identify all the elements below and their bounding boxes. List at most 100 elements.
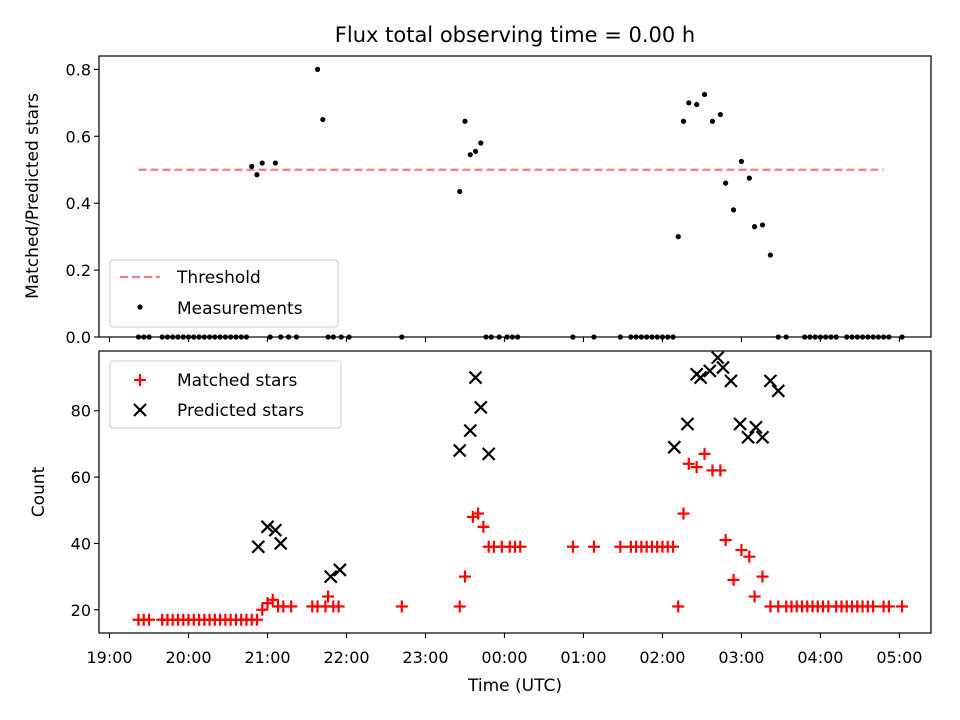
predicted-star-point <box>452 443 467 458</box>
y-tick-label: 0.6 <box>66 127 91 146</box>
matched-star-point <box>682 457 695 470</box>
matched-star-point <box>472 507 485 520</box>
x-tick-label: 21:00 <box>244 648 290 667</box>
bottom-legend-box <box>109 360 342 429</box>
top-legend-box <box>109 259 339 328</box>
measurement-point <box>467 152 473 158</box>
bottom-legend: Matched stars Predicted stars <box>109 360 342 429</box>
predicted-star-point <box>251 539 266 554</box>
bottom-y-axis: 20 40 60 80 <box>71 402 99 620</box>
measurement-point <box>272 160 279 166</box>
y-tick-label: 60 <box>71 468 91 487</box>
measurement-point <box>701 91 708 98</box>
predicted-star-point <box>763 374 778 388</box>
measurement-point <box>694 101 700 108</box>
measurement-point <box>457 188 463 195</box>
predicted-star-point <box>716 360 730 375</box>
matched-star-point <box>756 570 769 583</box>
matched-star-point <box>677 507 690 520</box>
matched-star-point <box>727 573 740 586</box>
x-tick-label: 03:00 <box>718 648 764 667</box>
predicted-star-point <box>741 430 755 445</box>
legend-threshold-label: Threshold <box>176 268 261 288</box>
x-tick-label: 22:00 <box>323 648 369 667</box>
predicted-star-point <box>667 440 682 454</box>
measurement-point <box>767 252 773 258</box>
matched-star-point <box>395 600 408 613</box>
matched-star-point <box>514 540 527 553</box>
measurement-point <box>320 116 326 123</box>
legend-measurements-label: Measurements <box>177 299 303 319</box>
y-tick-label: 80 <box>71 402 91 421</box>
top-panel-frame <box>98 55 932 338</box>
matched-star-point <box>250 613 263 626</box>
matched-star-point <box>735 544 748 557</box>
x-axis-label: Time (UTC) <box>467 676 562 696</box>
measurement-point <box>759 222 766 228</box>
y-tick-label: 20 <box>71 601 91 620</box>
predicted-star-point <box>260 520 275 534</box>
measurement-point <box>249 163 255 169</box>
bottom-panel-frame <box>98 350 932 634</box>
x-tick-label: 19:00 <box>86 648 132 667</box>
y-tick-label: 0.4 <box>66 194 91 213</box>
matched-star-point <box>256 603 269 616</box>
matched-star-point <box>896 600 909 613</box>
predicted-star-point <box>333 563 347 577</box>
legend-matched-label: Matched stars <box>177 371 297 391</box>
predicted-star-point <box>680 417 695 431</box>
matched-star-point <box>719 534 732 547</box>
matched-star-point <box>748 590 761 603</box>
matched-star-point <box>143 613 156 626</box>
matched-star-point <box>666 540 679 553</box>
matched-star-point <box>698 447 711 460</box>
predicted-star-point <box>703 364 717 378</box>
predicted-star-point <box>693 370 708 385</box>
matched-star-point <box>614 540 627 553</box>
x-tick-label: 20:00 <box>165 648 211 667</box>
predicted-star-point <box>724 374 738 388</box>
matched-star-point <box>690 461 703 474</box>
measurement-point <box>717 111 723 118</box>
matched-star-point <box>743 550 756 563</box>
bottom-panel-marks <box>132 350 909 626</box>
matched-star-point <box>566 540 579 553</box>
matched-star-point <box>453 600 466 613</box>
predicted-star-point <box>473 400 488 415</box>
measurement-point <box>730 207 737 213</box>
top-y-axis: 0.0 0.2 0.4 0.6 0.8 <box>66 60 99 347</box>
matched-star-point <box>285 600 298 613</box>
y-tick-label: 0.8 <box>66 60 91 79</box>
matched-star-point <box>882 600 895 613</box>
predicted-star-point <box>710 350 725 365</box>
predicted-star-point <box>463 423 478 438</box>
matched-star-point <box>332 600 345 613</box>
matched-star-point <box>322 590 335 603</box>
top-x-axis <box>108 337 900 342</box>
predicted-star-point <box>755 430 770 445</box>
legend-predicted-label: Predicted stars <box>177 401 304 421</box>
measurement-point <box>462 118 468 124</box>
matched-star-point <box>477 520 490 533</box>
y-tick-label: 0.2 <box>66 261 91 280</box>
bottom-y-axis-label: Count <box>29 466 49 517</box>
predicted-star-point <box>733 417 747 431</box>
matched-star-point <box>672 600 685 613</box>
predicted-star-point <box>323 569 338 584</box>
measurement-point <box>259 160 265 166</box>
x-tick-label: 05:00 <box>876 648 922 667</box>
chart-title: Flux total observing time = 0.00 h <box>335 23 695 47</box>
predicted-star-point <box>468 370 483 385</box>
measurement-point <box>746 175 752 181</box>
legend-measurements-swatch <box>137 304 143 310</box>
matched-star-point <box>714 464 727 477</box>
matched-star-point <box>458 570 471 583</box>
measurement-point <box>723 180 729 186</box>
y-tick-label: 40 <box>71 534 91 553</box>
measurement-point <box>478 140 484 146</box>
y-tick-label: 0.0 <box>66 328 91 347</box>
measurement-point <box>751 224 758 230</box>
top-legend: Threshold Measurements <box>109 259 339 328</box>
x-tick-label: 02:00 <box>639 648 685 667</box>
